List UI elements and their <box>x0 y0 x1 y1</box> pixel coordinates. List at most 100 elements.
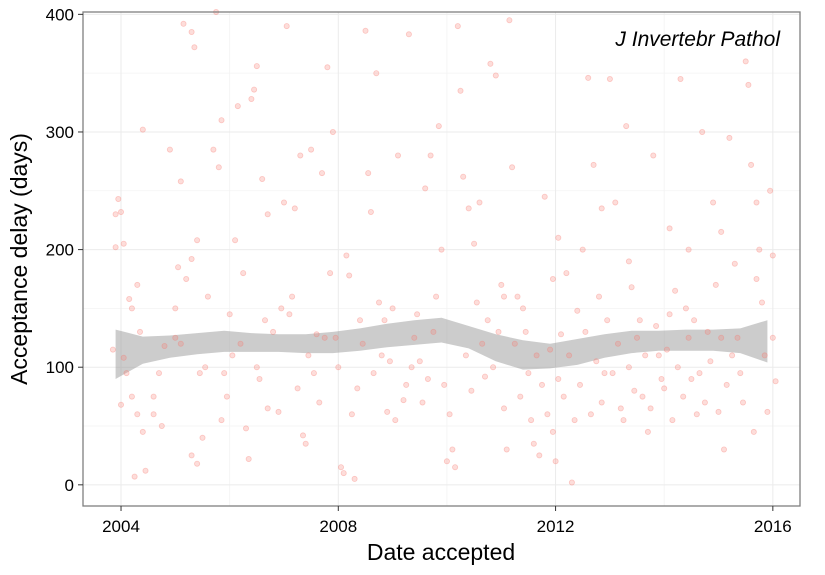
x-axis-label: Date accepted <box>367 539 515 565</box>
y-tick-label: 200 <box>46 241 74 260</box>
scatter-point <box>177 178 184 185</box>
scatter-point <box>386 358 393 365</box>
scatter-point <box>759 299 766 306</box>
scatter-point <box>433 293 440 300</box>
scatter-point <box>609 370 616 377</box>
scatter-point <box>118 208 125 215</box>
y-tick-label: 0 <box>65 476 74 495</box>
scatter-point <box>661 385 668 392</box>
scatter-point <box>677 76 684 83</box>
scatter-point <box>441 381 448 388</box>
scatter-point <box>166 146 173 153</box>
scatter-point <box>175 264 182 271</box>
x-tick-label: 2008 <box>319 517 357 536</box>
scatter-point <box>756 246 763 253</box>
scatter-point <box>389 305 396 312</box>
scatter-point <box>473 299 480 306</box>
scatter-point <box>612 199 619 206</box>
scatter-point <box>729 352 736 359</box>
scatter-point <box>731 260 738 267</box>
scatter-point <box>223 393 230 400</box>
scatter-point <box>343 252 350 259</box>
scatter-point <box>601 370 608 377</box>
scatter-point <box>408 364 415 371</box>
scatter-point <box>549 275 556 282</box>
scatter-point <box>218 117 225 124</box>
scatter-point <box>718 334 725 341</box>
scatter-point <box>748 161 755 168</box>
scatter-point <box>337 464 344 471</box>
scatter-point <box>286 311 293 318</box>
scatter-point <box>696 370 703 377</box>
scatter-point <box>305 352 312 359</box>
scatter-point <box>476 199 483 206</box>
scatter-point <box>769 334 776 341</box>
scatter-point <box>620 417 627 424</box>
scatter-point <box>367 208 374 215</box>
scatter-point <box>400 397 407 404</box>
scatter-point <box>109 346 116 353</box>
scatter-point <box>761 352 768 359</box>
scatter-point <box>753 275 760 282</box>
scatter-point <box>631 387 638 394</box>
scatter-point <box>500 405 507 412</box>
scatter-point <box>511 340 518 347</box>
scatter-point <box>150 393 157 400</box>
scatter-point <box>767 187 774 194</box>
scatter-point <box>346 272 353 279</box>
scatter-point <box>378 352 385 359</box>
scatter-point <box>653 322 660 329</box>
scatter-point <box>128 305 135 312</box>
scatter-point <box>264 211 271 218</box>
scatter-point <box>487 60 494 67</box>
scatter-point <box>359 340 366 347</box>
scatter-point <box>685 246 692 253</box>
scatter-point <box>623 123 630 130</box>
scatter-point <box>416 358 423 365</box>
scatter-point <box>672 287 679 294</box>
scatter-point <box>634 334 641 341</box>
x-tick-label: 2012 <box>537 517 575 536</box>
plot-border <box>82 11 801 507</box>
scatter-point <box>126 295 133 302</box>
scatter-point <box>221 370 228 377</box>
scatter-point <box>183 275 190 282</box>
scatter-point <box>536 452 543 459</box>
scatter-point <box>566 352 573 359</box>
scatter-point <box>574 307 581 314</box>
scatter-point <box>327 270 334 277</box>
scatter-point <box>131 473 138 480</box>
scatter-point <box>547 346 554 353</box>
scatter-point <box>424 375 431 382</box>
scatter-point <box>522 328 529 335</box>
x-axis: 2004 2008 2012 2016 <box>102 506 792 536</box>
scatter-point <box>530 440 537 447</box>
scatter-point <box>484 317 491 324</box>
scatter-point <box>155 370 162 377</box>
scatter-point <box>471 240 478 247</box>
scatter-point <box>172 305 179 312</box>
scatter-point <box>204 293 211 300</box>
scatter-point <box>446 411 453 418</box>
scatter-point <box>237 340 244 347</box>
scatter-point <box>520 305 527 312</box>
scatter-point <box>332 334 339 341</box>
scatter-point <box>283 23 290 30</box>
scatter-point <box>297 152 304 159</box>
scatter-point <box>294 385 301 392</box>
scatter-point <box>544 411 551 418</box>
scatter-point <box>362 27 369 34</box>
scatter-point <box>435 123 442 130</box>
y-tick-label: 100 <box>46 358 74 377</box>
scatter-point <box>615 340 622 347</box>
scatter-point <box>555 234 562 241</box>
scatter-point <box>666 225 673 232</box>
scatter-point <box>558 331 565 338</box>
scatter-point <box>120 354 127 361</box>
scatter-point <box>405 31 412 38</box>
scatter-point <box>275 408 282 415</box>
scatter-point <box>139 428 146 435</box>
scatter-point <box>563 270 570 277</box>
scatter-point <box>639 393 646 400</box>
